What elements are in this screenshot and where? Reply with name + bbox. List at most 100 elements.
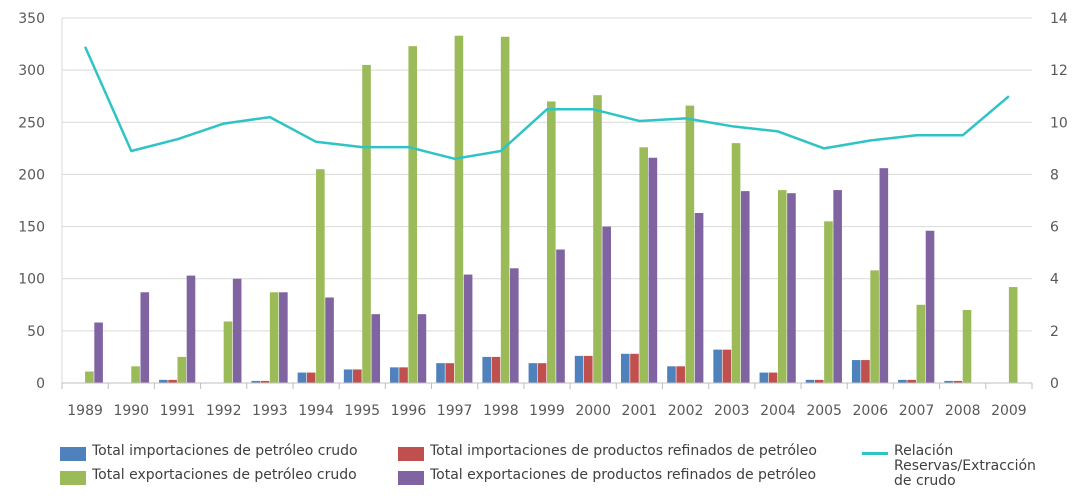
bar-imp-refinados xyxy=(537,363,547,383)
y-tick-label-right: 2 xyxy=(1050,324,1059,340)
bar-imp-refinados xyxy=(907,379,916,383)
x-tick-label: 1996 xyxy=(391,403,427,419)
bar-exp-refinados xyxy=(325,297,334,383)
legend-swatch-imp-crudo xyxy=(60,447,86,461)
bar-exp-crudo xyxy=(223,321,233,383)
bar-exp-crudo xyxy=(916,304,926,383)
y-tick-label-left: 300 xyxy=(18,63,45,79)
bar-exp-refinados xyxy=(510,268,519,383)
bar-imp-crudo xyxy=(851,360,861,383)
legend-item-imp-refinados: Total importaciones de productos refinad… xyxy=(398,444,817,461)
bar-imp-crudo xyxy=(159,379,168,383)
y-tick-label-left: 250 xyxy=(18,115,45,131)
bar-imp-crudo xyxy=(944,380,953,383)
x-tick-label: 2001 xyxy=(622,403,658,419)
x-tick-label: 2002 xyxy=(668,403,704,419)
bar-imp-refinados xyxy=(583,355,593,383)
bar-series xyxy=(85,35,1018,384)
bar-exp-refinados xyxy=(879,168,889,383)
bar-imp-crudo xyxy=(574,355,584,383)
bar-imp-crudo xyxy=(759,372,769,383)
bar-exp-crudo xyxy=(777,190,787,383)
bar-exp-refinados xyxy=(186,275,196,383)
bar-exp-refinados xyxy=(232,278,242,383)
y-axis-left: 0 50 100 150 200 250 300 350 xyxy=(18,11,45,392)
legend-item-imp-crudo: Total importaciones de petróleo crudo xyxy=(60,444,358,461)
legend-item-relacion: Relación Reservas/Extracción de crudo xyxy=(862,444,1036,489)
line-series xyxy=(83,46,1010,161)
bar-imp-refinados xyxy=(630,353,639,383)
bar-imp-refinados xyxy=(445,363,455,383)
y-tick-label-left: 100 xyxy=(18,272,45,288)
bar-exp-crudo xyxy=(824,221,833,383)
y-tick-label-right: 0 xyxy=(1050,376,1059,392)
bar-imp-crudo xyxy=(297,372,307,383)
bar-exp-refinados xyxy=(94,322,103,383)
line-relacion xyxy=(83,46,1010,161)
x-tick-label: 2005 xyxy=(806,403,842,419)
bar-exp-refinados xyxy=(694,213,704,383)
bar-exp-crudo xyxy=(500,36,510,384)
bar-exp-crudo xyxy=(870,270,879,383)
bar-exp-crudo xyxy=(685,105,695,383)
x-tick-label: 2003 xyxy=(714,403,750,419)
x-tick-label: 1990 xyxy=(113,403,149,419)
legend-swatch-exp-refinados xyxy=(398,471,424,485)
bar-imp-refinados xyxy=(168,379,177,383)
y-tick-label-right: 4 xyxy=(1050,272,1059,288)
x-tick-label: 1995 xyxy=(344,403,380,419)
bar-exp-crudo xyxy=(1008,287,1018,383)
bar-exp-refinados xyxy=(787,193,796,383)
bar-exp-crudo xyxy=(593,95,602,384)
x-tick-label: 1994 xyxy=(298,403,334,419)
bar-imp-crudo xyxy=(436,363,445,383)
bar-imp-refinados xyxy=(491,356,501,383)
bar-imp-crudo xyxy=(667,366,676,383)
y-tick-label-right: 10 xyxy=(1050,115,1068,131)
y-tick-label-left: 0 xyxy=(36,376,45,392)
x-tick-label: 1998 xyxy=(483,403,519,419)
bar-imp-refinados xyxy=(953,380,963,383)
bar-imp-refinados xyxy=(861,360,870,383)
bar-imp-refinados xyxy=(814,379,824,383)
bar-exp-crudo xyxy=(454,35,464,383)
legend-label-line: Reservas/Extracción xyxy=(894,458,1036,474)
x-tick-label: 1991 xyxy=(160,403,196,419)
x-tick-label: 1989 xyxy=(67,403,103,419)
bar-imp-refinados xyxy=(260,380,270,383)
bar-exp-crudo xyxy=(639,147,648,383)
bar-exp-crudo xyxy=(408,46,418,384)
legend-label: Total exportaciones de petróleo crudo xyxy=(92,467,357,483)
bar-exp-crudo xyxy=(269,292,279,383)
legend-item-exp-refinados: Total exportaciones de productos refinad… xyxy=(398,468,816,485)
bar-imp-refinados xyxy=(399,367,408,383)
x-tick-label: 2008 xyxy=(945,403,981,419)
y-axis-right: 0 2 4 6 8 10 12 14 xyxy=(1050,11,1068,392)
bar-exp-refinados xyxy=(140,292,150,383)
bar-exp-crudo xyxy=(316,169,325,383)
legend-label: Total importaciones de productos refinad… xyxy=(430,443,817,459)
x-tick-label: 2006 xyxy=(853,403,889,419)
legend: Total importaciones de petróleo crudo To… xyxy=(0,432,1080,496)
bar-imp-refinados xyxy=(722,349,732,383)
bar-exp-crudo xyxy=(962,310,972,383)
bar-imp-crudo xyxy=(482,356,492,383)
bar-exp-refinados xyxy=(602,226,611,383)
x-tick-label: 1997 xyxy=(437,403,473,419)
bar-exp-crudo xyxy=(85,371,94,383)
legend-swatch-exp-crudo xyxy=(60,471,86,485)
y-tick-label-left: 350 xyxy=(18,11,45,27)
y-tick-label-left: 50 xyxy=(27,324,45,340)
bar-imp-refinados xyxy=(768,372,778,383)
bar-exp-refinados xyxy=(371,314,381,383)
bar-imp-refinados xyxy=(353,369,362,383)
y-tick-label-left: 200 xyxy=(18,167,45,183)
x-tick-label: 2000 xyxy=(575,403,611,419)
bar-imp-crudo xyxy=(343,369,353,383)
bar-exp-crudo xyxy=(177,356,187,383)
bar-exp-crudo xyxy=(731,143,741,383)
bar-imp-crudo xyxy=(528,363,538,383)
legend-label-relacion: Relación Reservas/Extracción de crudo xyxy=(894,444,1036,489)
bar-imp-crudo xyxy=(251,380,261,383)
